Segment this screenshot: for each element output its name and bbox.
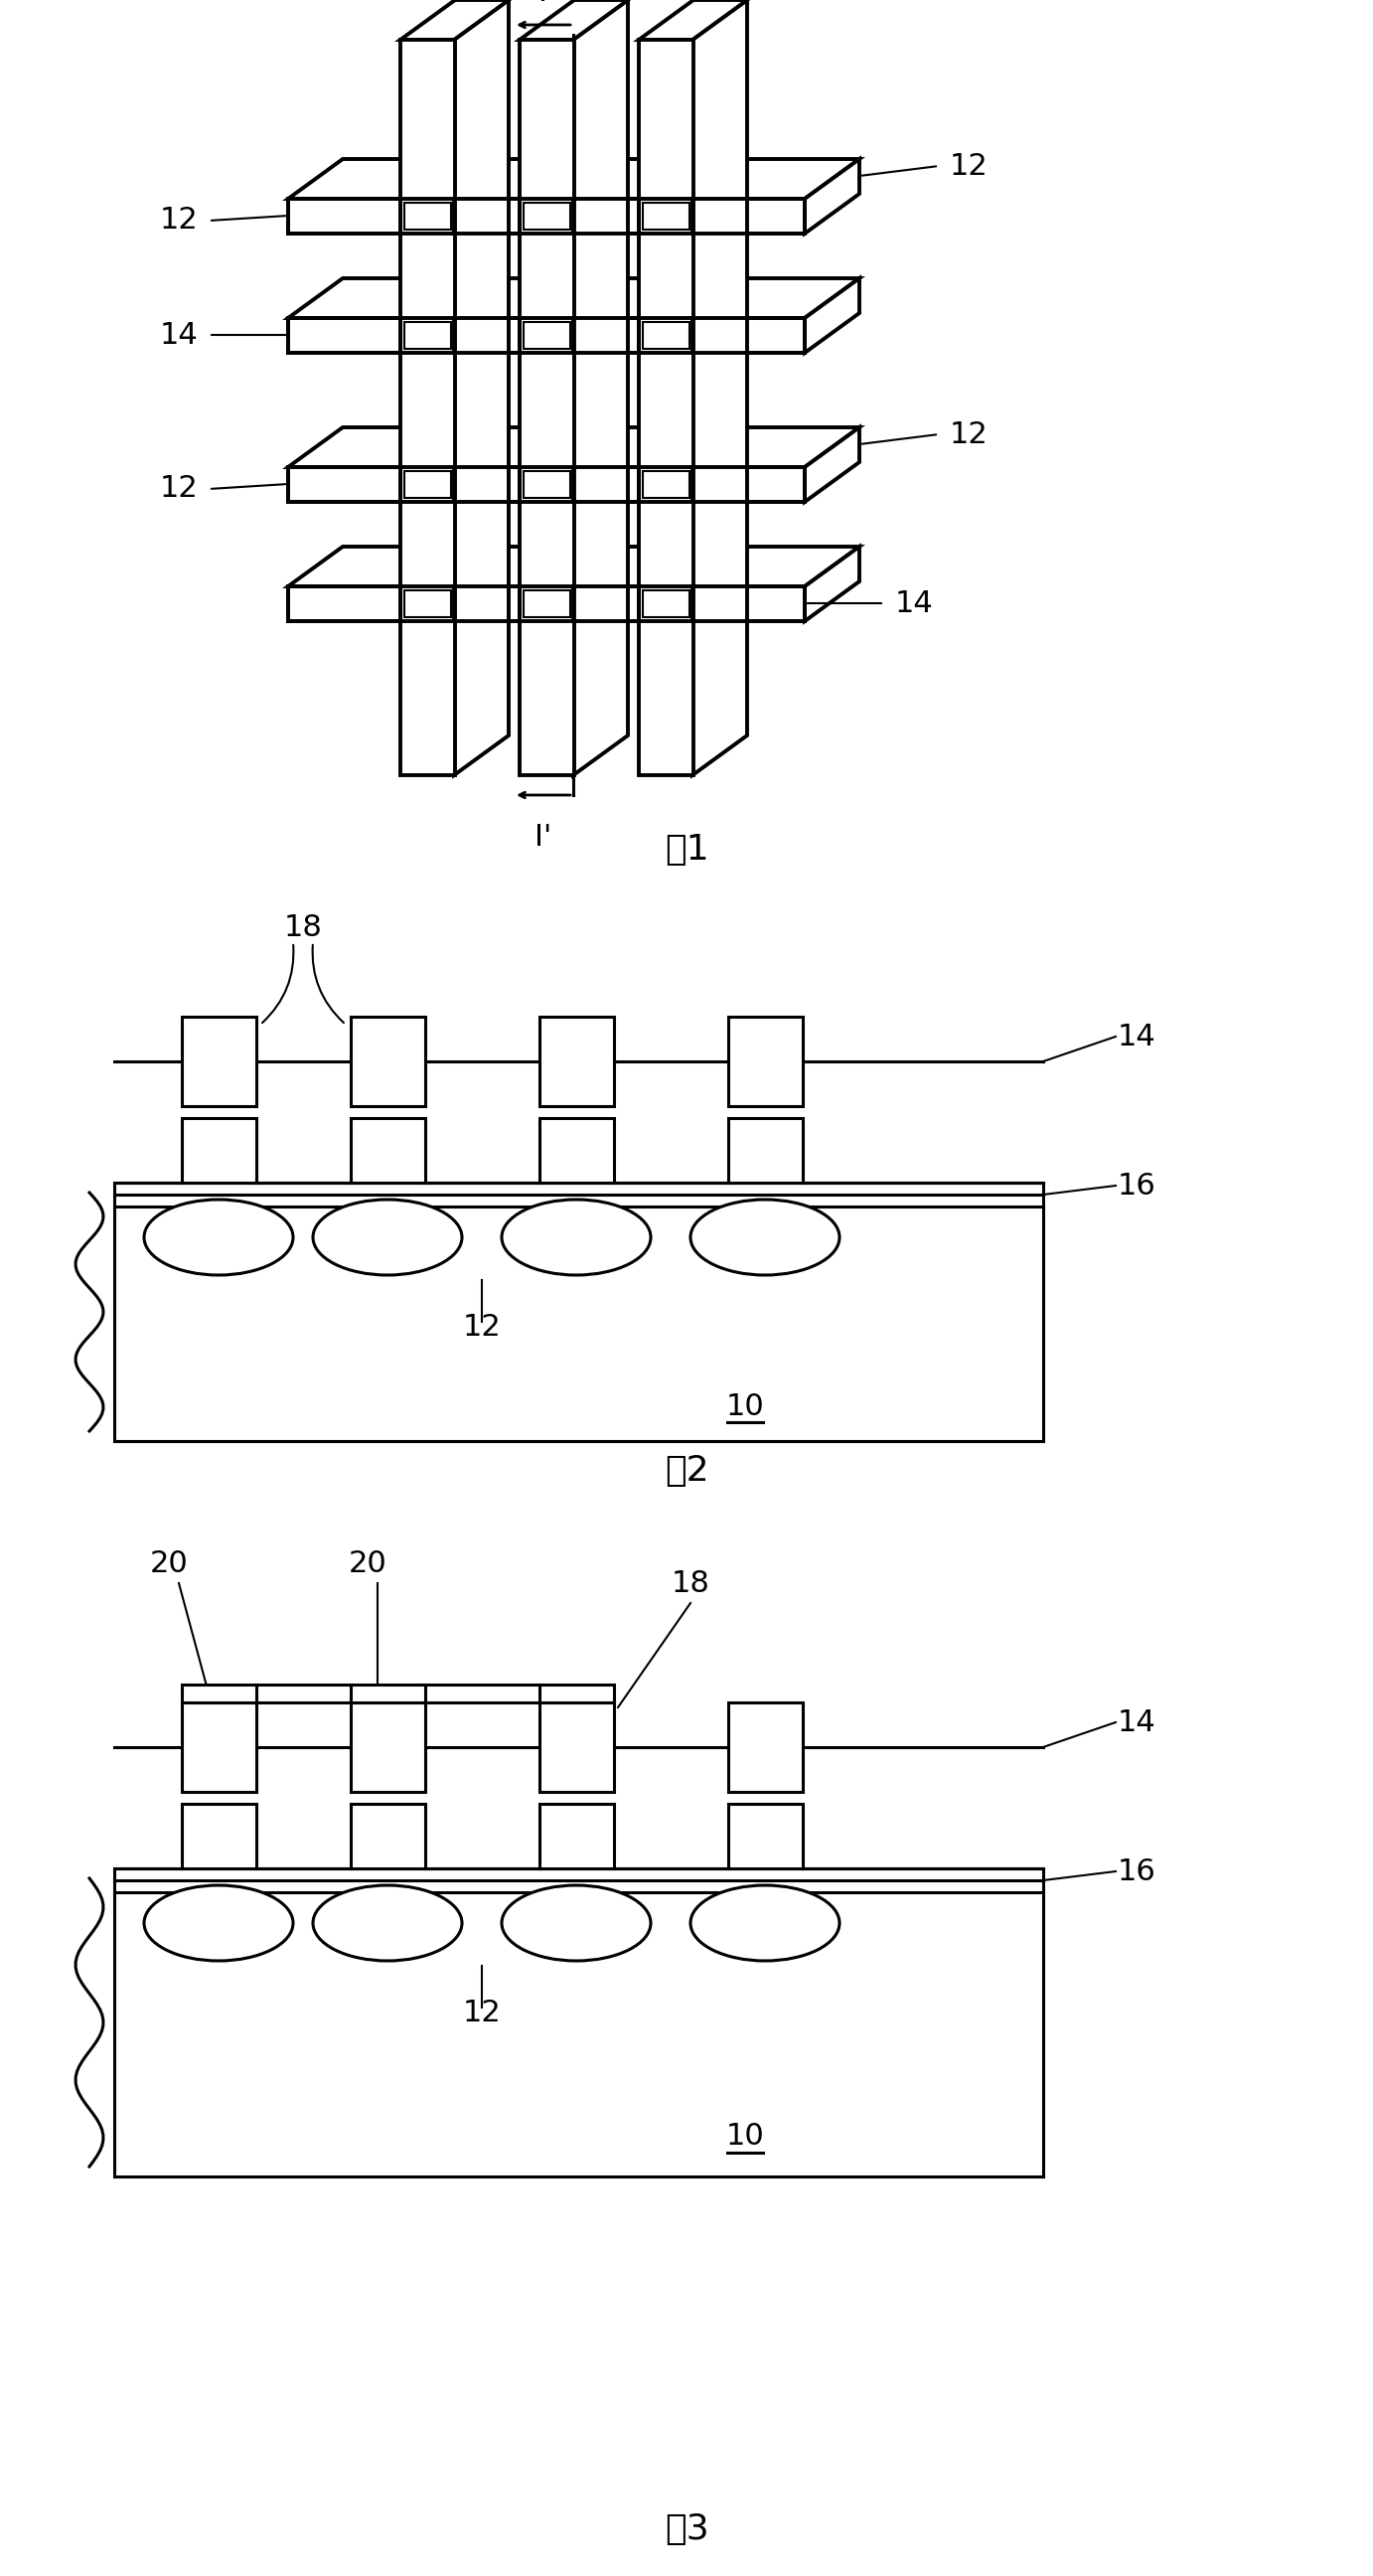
Bar (181, 1803, 257, 1868)
Bar (728, 1803, 803, 1868)
Bar (540, 1118, 614, 1182)
Bar (181, 1685, 257, 1703)
Polygon shape (288, 428, 859, 466)
Bar (288, 198, 805, 234)
Bar (350, 1703, 426, 1793)
Bar (181, 1703, 257, 1793)
Text: 图1: 图1 (665, 832, 708, 866)
Bar (288, 587, 805, 621)
Bar (405, 204, 452, 229)
Polygon shape (805, 160, 859, 234)
Polygon shape (288, 546, 859, 587)
Ellipse shape (313, 1200, 461, 1275)
Polygon shape (638, 0, 747, 39)
Bar (350, 1018, 426, 1105)
Bar (643, 204, 689, 229)
Bar (638, 39, 693, 775)
Text: 16: 16 (1118, 1172, 1156, 1200)
Bar (643, 322, 689, 348)
Text: 12: 12 (463, 1999, 501, 2027)
Polygon shape (519, 0, 627, 39)
Bar (405, 322, 452, 348)
Bar (288, 317, 805, 353)
Bar (540, 1685, 614, 1703)
Polygon shape (288, 278, 859, 317)
Ellipse shape (313, 1886, 461, 1960)
Polygon shape (692, 0, 747, 775)
Text: 10: 10 (726, 2123, 765, 2151)
Bar (728, 1018, 803, 1105)
Bar (643, 590, 689, 618)
Text: 12: 12 (463, 1314, 501, 1342)
Polygon shape (288, 160, 859, 198)
Ellipse shape (691, 1200, 839, 1275)
Polygon shape (401, 0, 508, 39)
Text: 14: 14 (159, 319, 198, 350)
Bar (728, 1118, 803, 1182)
Bar (540, 1703, 614, 1793)
Bar (523, 590, 570, 618)
Bar (519, 39, 574, 775)
Bar (181, 1118, 257, 1182)
Ellipse shape (691, 1886, 839, 1960)
Text: 12: 12 (159, 206, 198, 234)
Polygon shape (805, 428, 859, 502)
Bar (181, 1018, 257, 1105)
Text: 14: 14 (1118, 1023, 1156, 1051)
Bar (350, 1118, 426, 1182)
Bar (523, 204, 570, 229)
Text: 18: 18 (671, 1569, 710, 1597)
Text: 12: 12 (949, 152, 989, 180)
Text: 18: 18 (284, 912, 323, 943)
Text: 14: 14 (895, 590, 934, 618)
Text: 10: 10 (726, 1391, 765, 1422)
Bar (405, 590, 452, 618)
Text: 12: 12 (159, 474, 198, 502)
Bar (350, 1803, 426, 1868)
Ellipse shape (501, 1200, 651, 1275)
Text: I: I (540, 0, 548, 8)
Ellipse shape (144, 1200, 292, 1275)
Text: 12: 12 (949, 420, 989, 448)
Text: I': I' (535, 822, 552, 853)
Bar (523, 322, 570, 348)
Text: 20: 20 (349, 1548, 387, 1577)
Bar (114, 1182, 1043, 1440)
Bar (288, 466, 805, 502)
Bar (350, 1685, 426, 1703)
Text: 图2: 图2 (665, 1453, 708, 1489)
Bar (540, 1018, 614, 1105)
Ellipse shape (501, 1886, 651, 1960)
Polygon shape (805, 546, 859, 621)
Polygon shape (574, 0, 627, 775)
Text: 图3: 图3 (665, 2512, 708, 2545)
Text: 16: 16 (1118, 1857, 1156, 1886)
Bar (114, 1868, 1043, 2177)
Polygon shape (805, 278, 859, 353)
Polygon shape (454, 0, 508, 775)
Text: 20: 20 (150, 1548, 188, 1577)
Bar (540, 1803, 614, 1868)
Bar (523, 471, 570, 497)
Bar (401, 39, 454, 775)
Bar (728, 1703, 803, 1793)
Bar (643, 471, 689, 497)
Bar (405, 471, 452, 497)
Ellipse shape (144, 1886, 292, 1960)
Text: 14: 14 (1118, 1708, 1156, 1736)
